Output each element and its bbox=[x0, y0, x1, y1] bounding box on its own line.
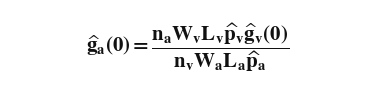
Text: $\mathbf{\widehat{g}_{a}(0) = \dfrac{n_{a}W_{v}L_{v}\widehat{p}_{v}\widehat{g}_{: $\mathbf{\widehat{g}_{a}(0) = \dfrac{n_{… bbox=[86, 22, 290, 74]
